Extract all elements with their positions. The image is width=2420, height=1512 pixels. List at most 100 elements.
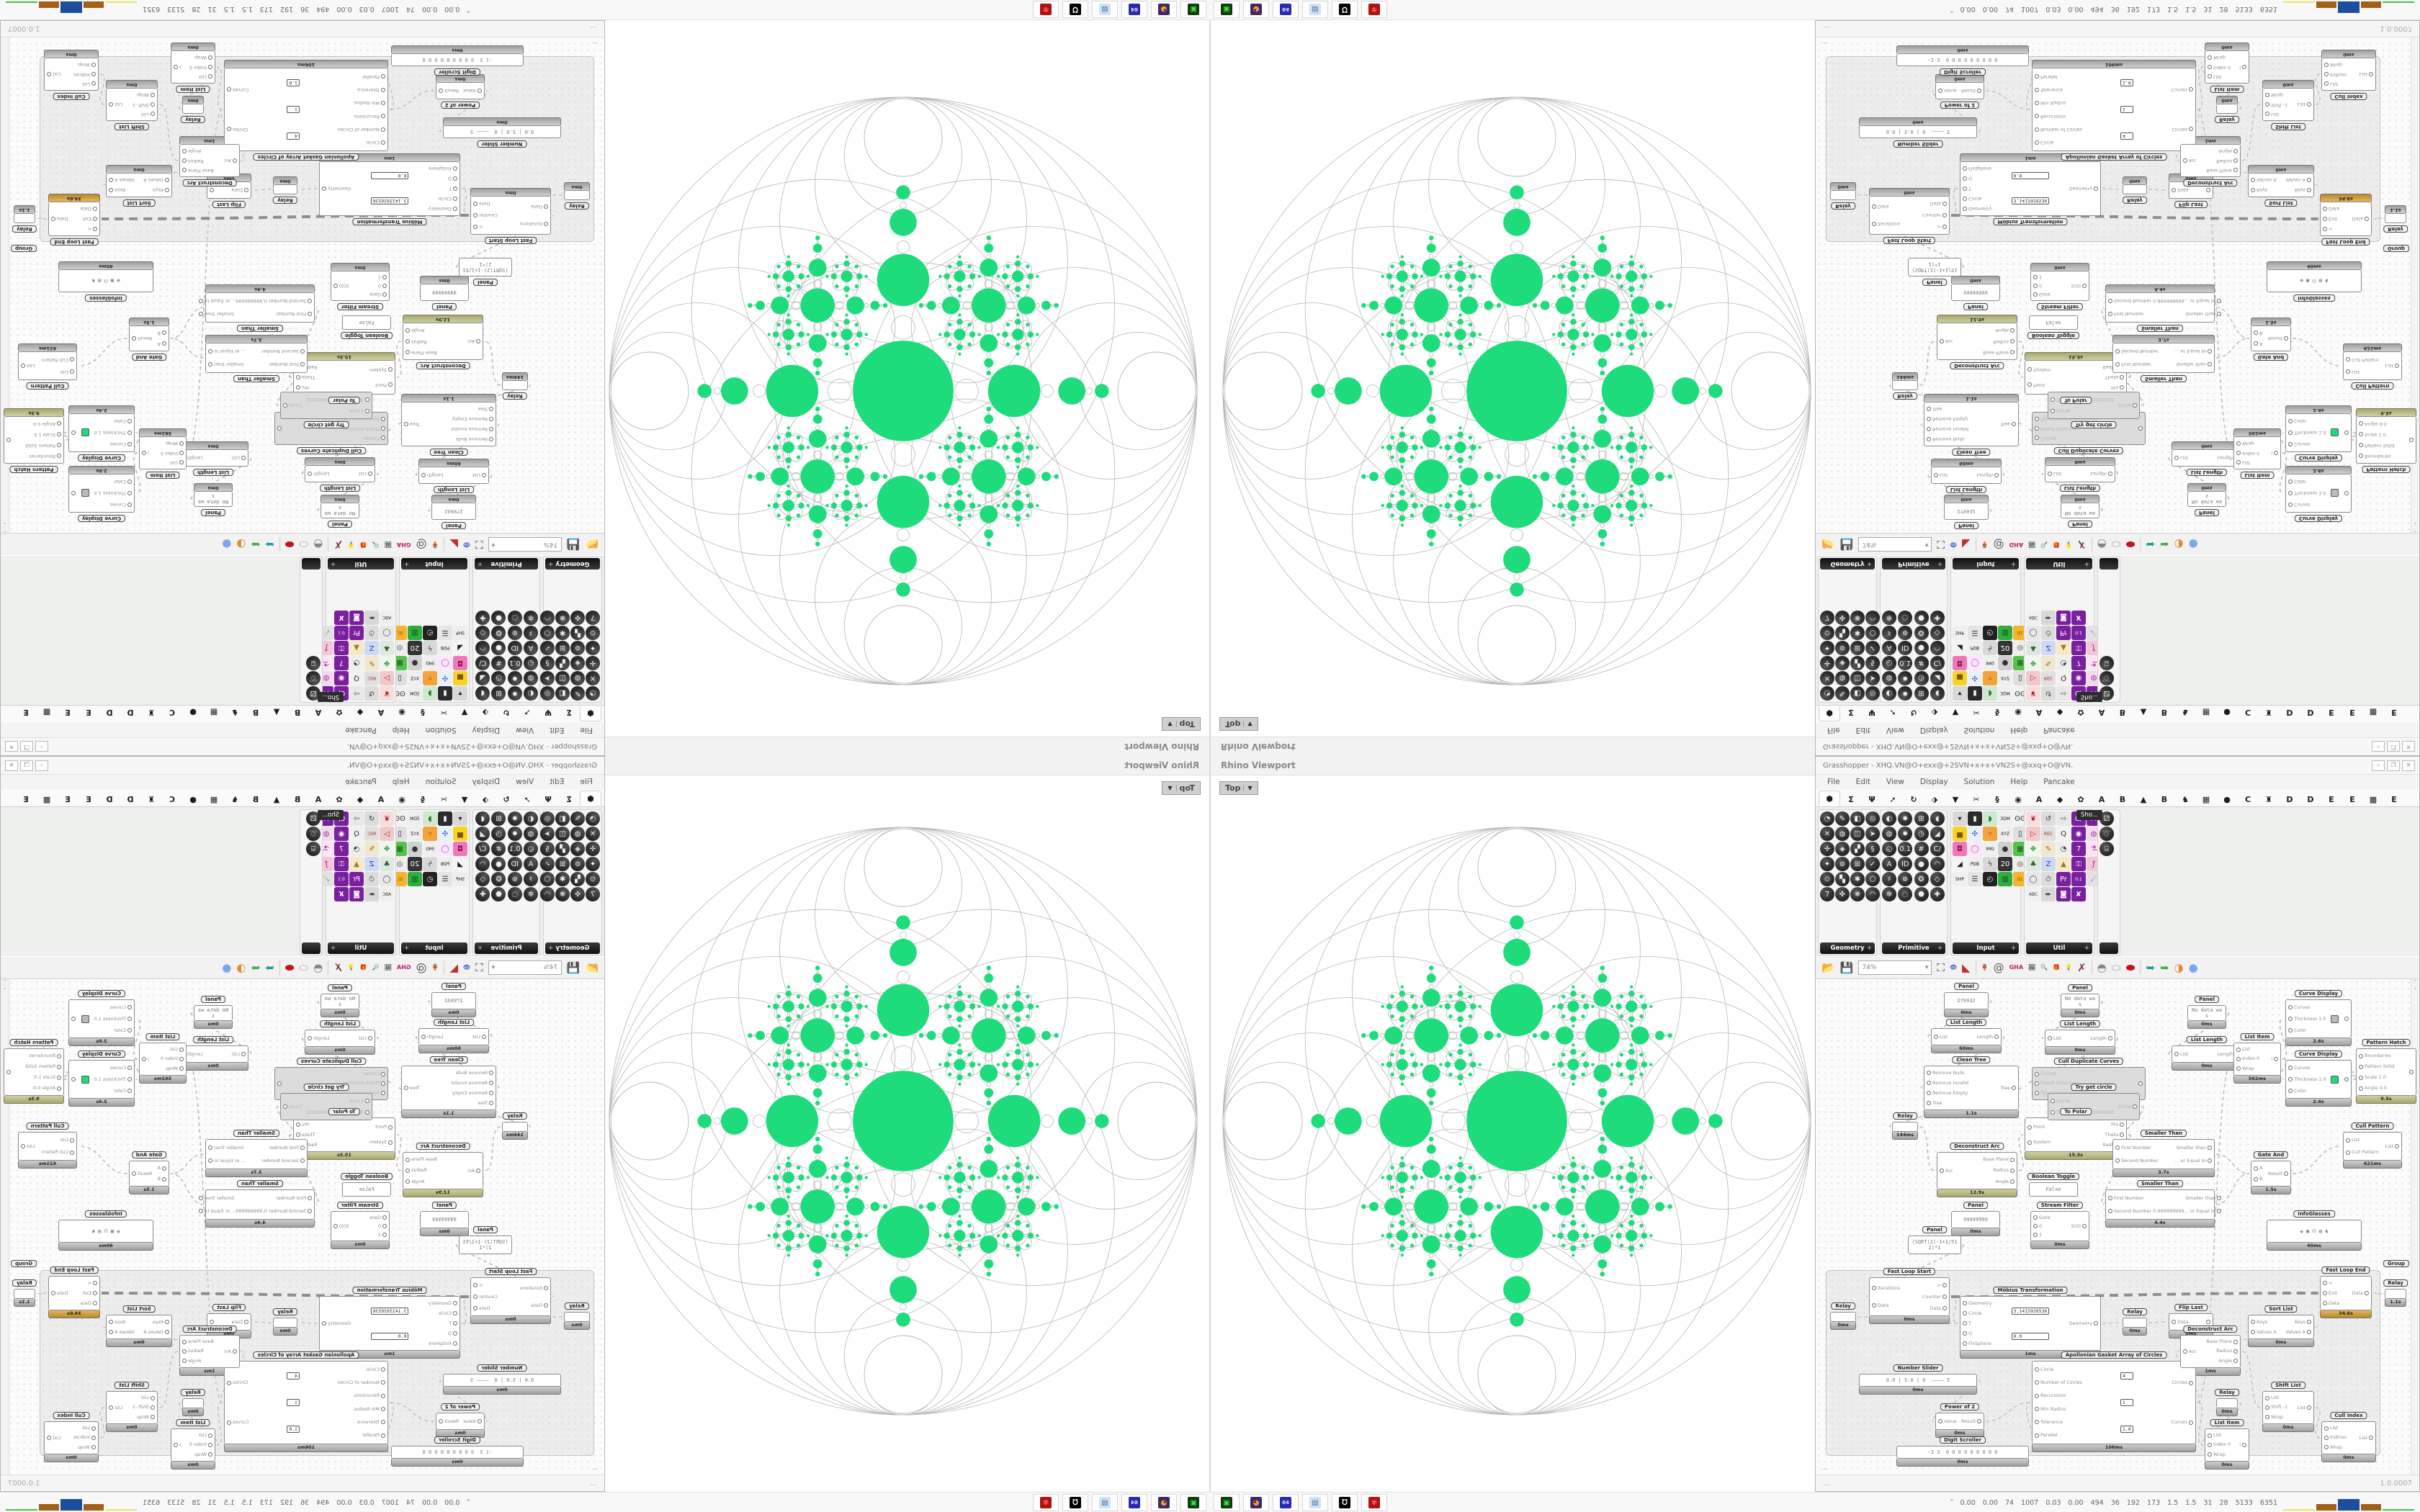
gh-node-smaller-than[interactable]: Smaller Than First Number Second Number 0.… (198, 1180, 315, 1228)
component-icon[interactable]: ➨ (2041, 887, 2056, 901)
tab-plugin-e2[interactable]: E (65, 794, 71, 804)
output-port[interactable] (2138, 1081, 2143, 1086)
node-body[interactable]: Boundaries Pattern Solid Scale 1.0 Angle 0.… (4, 1048, 64, 1096)
component-icon[interactable]: ◫ (1850, 827, 1865, 841)
input-port[interactable] (453, 1331, 457, 1336)
component-icon[interactable]: ✛ (586, 656, 600, 670)
gh-node-relay[interactable]: Relay 144ms (1892, 372, 1918, 400)
input-port[interactable] (300, 1146, 305, 1150)
component-icon[interactable]: ◐ (524, 811, 538, 826)
palette-group-label[interactable] (302, 558, 321, 570)
input-port[interactable] (2359, 1064, 2363, 1069)
component-icon[interactable]: ● (1914, 641, 1929, 655)
component-icon[interactable]: ✘ (334, 611, 349, 625)
output-port[interactable] (2233, 148, 2238, 153)
input-port[interactable] (2346, 357, 2350, 362)
screenshot-icon[interactable]: 🖼 (2028, 541, 2036, 548)
node-body[interactable]: Arc Base Plane Radius Angle (1937, 1152, 2017, 1189)
tab-plugin-d1[interactable]: D (127, 708, 134, 718)
node-body[interactable]: List Index 0 Wrap i (171, 50, 215, 84)
output-port[interactable] (227, 127, 232, 132)
clam-icon[interactable]: ◓ (313, 538, 323, 552)
node-body[interactable]: Value Result (1935, 1413, 1984, 1430)
input-port[interactable] (1963, 197, 1967, 201)
sphere-orange-icon[interactable]: ◑ (2174, 960, 2184, 974)
input-port[interactable] (162, 341, 166, 346)
node-body[interactable]: (SQRT(2)-1+1/512)*1 (1908, 258, 1961, 276)
component-icon[interactable]: ⏱ (364, 872, 379, 886)
component-icon[interactable]: ● (1998, 842, 2012, 856)
gh-node-apollonian-gasket-array-of-circles[interactable]: Apollonian Gasket Array of Circles Circle… (224, 60, 388, 161)
component-icon[interactable]: ◎ (540, 686, 555, 701)
search-s-icon[interactable]: 🔍 (2040, 541, 2048, 548)
package-icon[interactable]: 🎁 (359, 541, 367, 548)
input-port[interactable] (308, 312, 312, 316)
component-icon[interactable]: ◌ (507, 887, 522, 901)
zoom-level-combo[interactable]: 74% ▾ (1858, 960, 1932, 975)
component-icon[interactable]: ◴ (423, 626, 437, 640)
tab-plugin-leaf[interactable]: ◆ (357, 708, 364, 718)
node-body[interactable] (1830, 190, 1856, 200)
input-port[interactable] (151, 102, 155, 107)
gh-node-digit-scroller[interactable]: Digit Scroller -1 3 0 0 0 0 0 0 0 0 0 0ms (1896, 1436, 2029, 1467)
component-icon[interactable]: 7 (586, 611, 600, 625)
gh-node-panel-nodata-2[interactable]: Panel No data was 0ms (194, 996, 233, 1029)
tab-intersect[interactable]: ✂ (440, 794, 447, 804)
gh-node-smaller-than[interactable]: Smaller Than First Number Second Number 0.… (2105, 1180, 2222, 1228)
menu-pancake[interactable]: Pancake (345, 778, 377, 786)
component-icon[interactable]: ▥ (408, 626, 422, 640)
gh-node-number-slider[interactable]: Number Slider 0.0 | 5.0 | 0 ———— 5 0ms (1859, 117, 1977, 148)
input-port[interactable] (2035, 1407, 2039, 1412)
output-port[interactable] (2344, 1017, 2349, 1021)
menu-solution[interactable]: Solution (425, 726, 457, 734)
gh-node-panel-sqrt[interactable]: Panel (SQRT(2)-1+1/512)*1 (459, 258, 512, 286)
tab-plugin-d2[interactable]: D (106, 794, 113, 804)
input-port[interactable] (1872, 222, 1876, 226)
node-body[interactable]: List Cull Pattern List (18, 351, 77, 380)
component-icon[interactable]: XYZ (408, 671, 422, 685)
input-port[interactable] (2033, 1233, 2038, 1237)
minimize-button[interactable]: – (35, 741, 48, 752)
at-icon[interactable]: @ (1993, 538, 2004, 552)
taskbar-rhino-icon[interactable]: ᘮ (1332, 1, 1358, 18)
output-port[interactable] (2010, 1157, 2015, 1162)
pin-teal-icon[interactable]: ➥ (2146, 960, 2155, 974)
preview-eye-icon[interactable]: 👁 (462, 964, 471, 971)
output-port[interactable] (2217, 312, 2222, 316)
tab-plugin-squirrel[interactable]: ♜ (148, 708, 155, 718)
output-port[interactable] (2082, 1224, 2087, 1228)
taskbar-terminal-icon[interactable]: ▣ (1214, 1, 1240, 18)
component-icon[interactable]: Q (2056, 827, 2071, 841)
search-s-icon[interactable]: 🔍 (2040, 964, 2048, 971)
node-body[interactable] (14, 213, 35, 223)
output-port[interactable] (2208, 362, 2212, 366)
input-port[interactable] (2288, 480, 2293, 484)
component-icon[interactable]: ▮ (438, 686, 452, 701)
input-port[interactable] (2027, 1125, 2032, 1130)
component-icon[interactable]: ◢ (453, 641, 467, 655)
input-port[interactable] (2048, 472, 2052, 476)
node-body[interactable]: Curves Thickness 1.0 Color (68, 999, 135, 1038)
menu-edit[interactable]: Edit (550, 778, 565, 786)
tab-plugin-e3[interactable]: E (2391, 794, 2397, 804)
gh-node-smaller-than[interactable]: Smaller Than First Number Second Number Sma… (2112, 335, 2215, 382)
component-icon[interactable]: ✸ (1898, 671, 1913, 685)
tab-plugin-b1[interactable]: B (294, 794, 301, 804)
component-icon[interactable]: ✱ (1850, 626, 1865, 640)
component-icon[interactable]: Z (2041, 857, 2056, 871)
open-file-icon[interactable]: 📂 (585, 538, 599, 552)
component-icon[interactable]: ◢ (1930, 827, 1945, 841)
output-port[interactable] (21, 1144, 25, 1148)
input-port[interactable] (453, 1341, 457, 1346)
input-port[interactable] (1963, 166, 1967, 171)
node-body[interactable]: Circle Number of Circles Recursions Min Rad… (2032, 1361, 2196, 1444)
gh-node-infoglasses[interactable]: InfoGlasses ◒ ▦ ᕬ ▤ ♞ 40ms (2267, 261, 2362, 302)
output-port[interactable] (2233, 1359, 2238, 1364)
zoom-extents-icon[interactable]: ⛶ (1937, 960, 1945, 974)
node-body[interactable]: Remove Nulls Remove Invalid Remove Empty Tr… (1924, 402, 2019, 446)
component-icon[interactable]: ▾ (1953, 811, 1967, 826)
output-port[interactable] (2284, 336, 2288, 341)
gh-node-relay[interactable]: Relay 0ms (2123, 176, 2147, 204)
component-icon[interactable]: ▾ (1953, 686, 1967, 701)
